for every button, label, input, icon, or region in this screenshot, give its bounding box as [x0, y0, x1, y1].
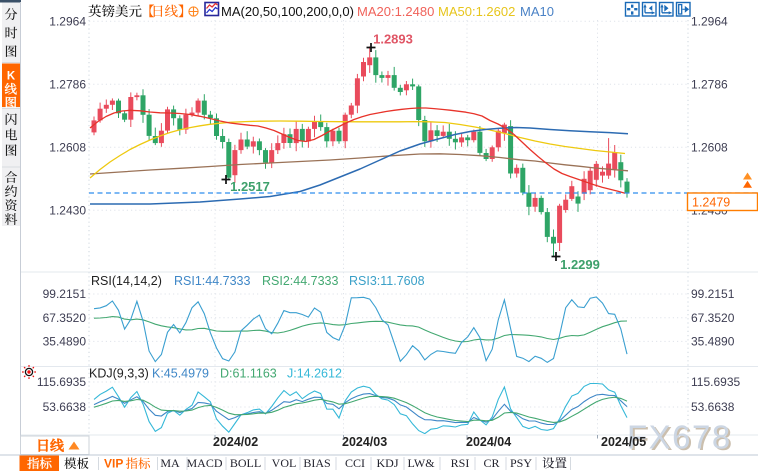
svg-text:99.2151: 99.2151 [691, 287, 735, 301]
svg-text:MA: MA [160, 456, 180, 470]
svg-text:1.2517: 1.2517 [230, 179, 270, 194]
svg-text:RSI2:44.7333: RSI2:44.7333 [262, 274, 338, 288]
svg-text:MACD: MACD [186, 456, 222, 470]
svg-text:1.2430: 1.2430 [49, 204, 86, 218]
svg-text:VOL: VOL [272, 456, 297, 470]
svg-text:1.2608: 1.2608 [49, 141, 86, 155]
svg-text:1.2893: 1.2893 [373, 32, 413, 47]
svg-text:CCI: CCI [345, 456, 365, 470]
svg-text:K:45.4979: K:45.4979 [152, 367, 209, 381]
svg-text:2024/04: 2024/04 [466, 435, 511, 449]
svg-text:1.2608: 1.2608 [691, 141, 728, 155]
svg-text:35.4890: 35.4890 [691, 335, 735, 349]
svg-text:1.2964: 1.2964 [49, 15, 86, 29]
svg-text:67.3520: 67.3520 [43, 311, 87, 325]
svg-text:35.4890: 35.4890 [43, 335, 87, 349]
svg-text:PSY: PSY [510, 456, 532, 470]
svg-text:53.6638: 53.6638 [43, 400, 87, 414]
svg-text:99.2151: 99.2151 [43, 287, 87, 301]
svg-text:KDJ: KDJ [376, 456, 398, 470]
svg-text:LW&: LW& [407, 456, 435, 470]
svg-text:53.6638: 53.6638 [691, 400, 735, 414]
svg-text:2024/05: 2024/05 [601, 435, 646, 449]
svg-text:67.3520: 67.3520 [691, 311, 735, 325]
svg-text:D:61.1163: D:61.1163 [220, 367, 277, 381]
svg-text:MA20:1.2480: MA20:1.2480 [357, 4, 434, 19]
svg-text:115.6935: 115.6935 [37, 375, 86, 389]
svg-text:RSI: RSI [451, 456, 470, 470]
svg-text:FX678: FX678 [629, 420, 734, 457]
svg-text:K: K [7, 71, 16, 83]
svg-text:2024/03: 2024/03 [342, 435, 387, 449]
svg-text:115.6935: 115.6935 [691, 375, 740, 389]
svg-text:RSI1:44.7333: RSI1:44.7333 [174, 274, 250, 288]
svg-text:MA10: MA10 [520, 4, 554, 19]
svg-text:1.2786: 1.2786 [49, 78, 86, 92]
svg-text:KDJ(9,3,3): KDJ(9,3,3) [89, 367, 149, 381]
svg-text:J:14.2612: J:14.2612 [287, 367, 342, 381]
svg-text:BOLL: BOLL [230, 456, 261, 470]
svg-text:MA50:1.2602: MA50:1.2602 [438, 4, 515, 19]
svg-text:1.2786: 1.2786 [691, 78, 728, 92]
svg-text:VIP: VIP [104, 457, 123, 471]
svg-text:1.2964: 1.2964 [691, 15, 728, 29]
svg-text:RSI(14,14,2): RSI(14,14,2) [91, 274, 162, 288]
svg-text:RSI3:11.7608: RSI3:11.7608 [349, 274, 425, 288]
svg-text:2024/02: 2024/02 [213, 435, 258, 449]
svg-text:FX678: FX678 [627, 419, 732, 456]
svg-text:BIAS: BIAS [303, 456, 330, 470]
svg-text:CR: CR [483, 456, 499, 470]
svg-text:MA(20,50,100,200,0,0): MA(20,50,100,200,0,0) [221, 4, 354, 19]
svg-text:1.2299: 1.2299 [560, 257, 600, 272]
svg-text:1.2479: 1.2479 [692, 196, 730, 210]
